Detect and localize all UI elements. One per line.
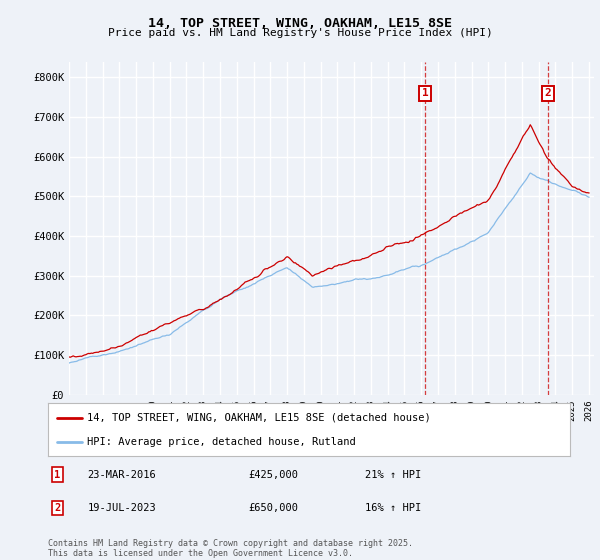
Text: £650,000: £650,000 [248, 503, 299, 513]
Text: Price paid vs. HM Land Registry's House Price Index (HPI): Price paid vs. HM Land Registry's House … [107, 28, 493, 38]
Text: 14, TOP STREET, WING, OAKHAM, LE15 8SE: 14, TOP STREET, WING, OAKHAM, LE15 8SE [148, 17, 452, 30]
Text: 1: 1 [55, 470, 61, 479]
Text: 2: 2 [544, 88, 551, 99]
Text: 14, TOP STREET, WING, OAKHAM, LE15 8SE (detached house): 14, TOP STREET, WING, OAKHAM, LE15 8SE (… [87, 413, 431, 423]
Text: 2: 2 [55, 503, 61, 513]
Text: 19-JUL-2023: 19-JUL-2023 [88, 503, 157, 513]
Text: 23-MAR-2016: 23-MAR-2016 [88, 470, 157, 479]
Text: Contains HM Land Registry data © Crown copyright and database right 2025.
This d: Contains HM Land Registry data © Crown c… [48, 539, 413, 558]
Text: 1: 1 [422, 88, 428, 99]
Text: HPI: Average price, detached house, Rutland: HPI: Average price, detached house, Rutl… [87, 437, 356, 447]
Text: 16% ↑ HPI: 16% ↑ HPI [365, 503, 421, 513]
Text: £425,000: £425,000 [248, 470, 299, 479]
Text: 21% ↑ HPI: 21% ↑ HPI [365, 470, 421, 479]
